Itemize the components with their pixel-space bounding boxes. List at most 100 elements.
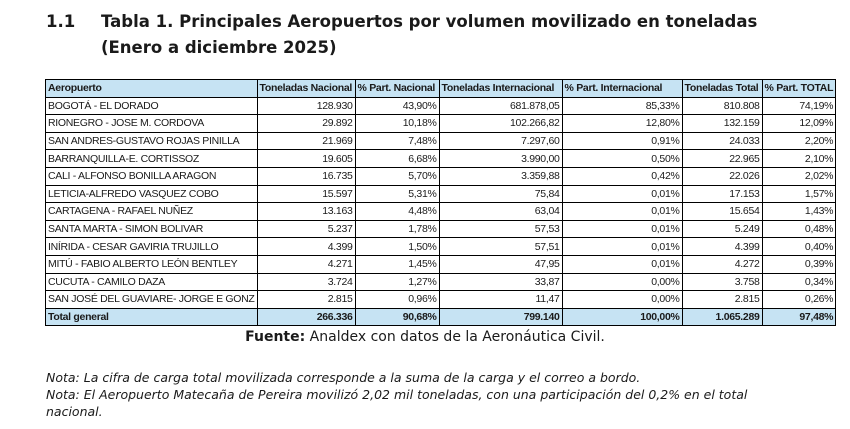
source-line: Fuente: Analdex con datos de la Aeronáut… (0, 329, 850, 345)
table-title: 1.1 Tabla 1. Principales Aeropuertos por… (46, 9, 806, 61)
cell-value: 0,01% (561, 237, 683, 256)
column-header: Toneladas Nacional (256, 79, 356, 98)
airport-name: MITÚ - FABIO ALBERTO LEÓN BENTLEY (45, 254, 258, 274)
cell-value: 2.815 (681, 290, 763, 309)
table-row: MITÚ - FABIO ALBERTO LEÓN BENTLEY 4.271 1,… (45, 254, 837, 274)
cell-value: 7.297,60 (438, 131, 563, 151)
cell-value: 266.336 (256, 307, 356, 327)
source-text: Analdex con datos de la Aeronáutica Civi… (305, 329, 605, 345)
table-row: CALI - ALFONSO BONILLA ARAGON 16.735 5,70%… (45, 166, 837, 186)
cell-value: 4.399 (256, 237, 356, 256)
cell-value: 4.271 (256, 254, 356, 274)
cell-value: 1,78% (354, 219, 440, 239)
cell-value: 57,53 (438, 219, 563, 239)
cell-value: 3.724 (256, 272, 356, 292)
cell-value: 15.597 (256, 184, 356, 204)
cell-value: 5,70% (354, 166, 440, 186)
cell-value: 63,04 (438, 202, 563, 221)
cell-value: 810.808 (681, 96, 763, 116)
airport-name: LETICIA-ALFREDO VASQUEZ COBO (45, 184, 258, 204)
cell-value: 1,50% (354, 237, 440, 256)
cell-value: 1,43% (761, 202, 837, 221)
cell-value: 0,48% (761, 219, 837, 239)
cell-value: 24.033 (681, 131, 763, 151)
cell-value: 2,20% (761, 131, 837, 151)
cell-value: 0,50% (561, 149, 683, 168)
cell-value: 3.990,00 (438, 149, 563, 168)
cell-value: 22.965 (681, 149, 763, 168)
airport-name: BARRANQUILLA-E. CORTISSOZ (45, 149, 258, 168)
section-number: 1.1 (46, 12, 76, 31)
cell-value: 5,31% (354, 184, 440, 204)
cell-value: 15.654 (681, 202, 763, 221)
cell-value: 33,87 (438, 272, 563, 292)
airports-table: Aeropuerto Toneladas Nacional% Part. Naci… (45, 79, 837, 327)
cell-value: 102.266,82 (438, 114, 563, 133)
table-row: BOGOTÁ - EL DORADO 128.930 43,90% 681.878,0… (45, 96, 837, 116)
cell-value: 0,26% (761, 290, 837, 309)
cell-value: 22.026 (681, 166, 763, 186)
cell-value: 13.163 (256, 202, 356, 221)
cell-value: 1,57% (761, 184, 837, 204)
cell-value: 5.237 (256, 219, 356, 239)
cell-value: 132.159 (681, 114, 763, 133)
cell-value: 4,48% (354, 202, 440, 221)
cell-value: 43,90% (354, 96, 440, 116)
note-2: Nota: El Aeropuerto Matecaña de Pereira … (46, 387, 748, 419)
cell-value: 19.605 (256, 149, 356, 168)
table-row: SANTA MARTA - SIMON BOLIVAR 5.237 1,78% 57,… (45, 219, 837, 239)
cell-value: 21.969 (256, 131, 356, 151)
cell-value: 0,00% (561, 290, 683, 309)
table-row: SAN JOSÉ DEL GUAVIARE- JORGE E GONZ 2.815… (45, 290, 837, 309)
cell-value: 4.272 (681, 254, 763, 274)
total-row: Total general 266.336 90,68% 799.140 100,00%… (45, 307, 837, 327)
cell-value: 128.930 (256, 96, 356, 116)
column-header: Aeropuerto (45, 79, 258, 98)
cell-value: 10,18% (354, 114, 440, 133)
cell-value: 3.359,88 (438, 166, 563, 186)
table-row: CARTAGENA - RAFAEL NUÑEZ 13.163 4,48% 63,04… (45, 202, 837, 221)
table-row: SAN ANDRES-GUSTAVO ROJAS PINILLA 21.969 7,… (45, 131, 837, 151)
airport-name: SAN ANDRES-GUSTAVO ROJAS PINILLA (45, 131, 258, 151)
source-label: Fuente: (245, 329, 306, 345)
cell-value: 29.892 (256, 114, 356, 133)
cell-value: 0,91% (561, 131, 683, 151)
cell-value: 4.399 (681, 237, 763, 256)
cell-value: 2.815 (256, 290, 356, 309)
column-header: Toneladas Total (681, 79, 763, 98)
notes: Nota: La cifra de carga total movilizada… (46, 369, 806, 420)
airport-name: Total general (45, 307, 258, 327)
cell-value: 90,68% (354, 307, 440, 327)
airport-name: CUCUTA - CAMILO DAZA (45, 272, 258, 292)
cell-value: 799.140 (438, 307, 563, 327)
cell-value: 0,01% (561, 184, 683, 204)
table-row: BARRANQUILLA-E. CORTISSOZ 19.605 6,68% 3.99… (45, 149, 837, 168)
airport-name: BOGOTÁ - EL DORADO (45, 96, 258, 116)
cell-value: 1,27% (354, 272, 440, 292)
cell-value: 47,95 (438, 254, 563, 274)
cell-value: 0,96% (354, 290, 440, 309)
cell-value: 17.153 (681, 184, 763, 204)
cell-value: 57,51 (438, 237, 563, 256)
column-header: % Part. Nacional (354, 79, 440, 98)
cell-value: 0,40% (761, 237, 837, 256)
cell-value: 2,10% (761, 149, 837, 168)
airport-name: CARTAGENA - RAFAEL NUÑEZ (45, 202, 258, 221)
cell-value: 0,00% (561, 272, 683, 292)
cell-value: 6,68% (354, 149, 440, 168)
title-text: Tabla 1. Principales Aeropuertos por vol… (101, 12, 758, 57)
cell-value: 75,84 (438, 184, 563, 204)
airport-name: SAN JOSÉ DEL GUAVIARE- JORGE E GONZ (45, 290, 258, 309)
airport-name: RIONEGRO - JOSE M. CORDOVA (45, 114, 258, 133)
cell-value: 7,48% (354, 131, 440, 151)
table-row: RIONEGRO - JOSE M. CORDOVA 29.892 10,18% 10… (45, 114, 837, 133)
cell-value: 16.735 (256, 166, 356, 186)
cell-value: 1.065.289 (681, 307, 763, 327)
table-header-row: Aeropuerto Toneladas Nacional% Part. Naci… (45, 79, 837, 98)
cell-value: 0,39% (761, 254, 837, 274)
cell-value: 2,02% (761, 166, 837, 186)
cell-value: 0,34% (761, 272, 837, 292)
cell-value: 12,09% (761, 114, 837, 133)
column-header: % Part. TOTAL (761, 79, 837, 98)
cell-value: 97,48% (761, 307, 837, 327)
